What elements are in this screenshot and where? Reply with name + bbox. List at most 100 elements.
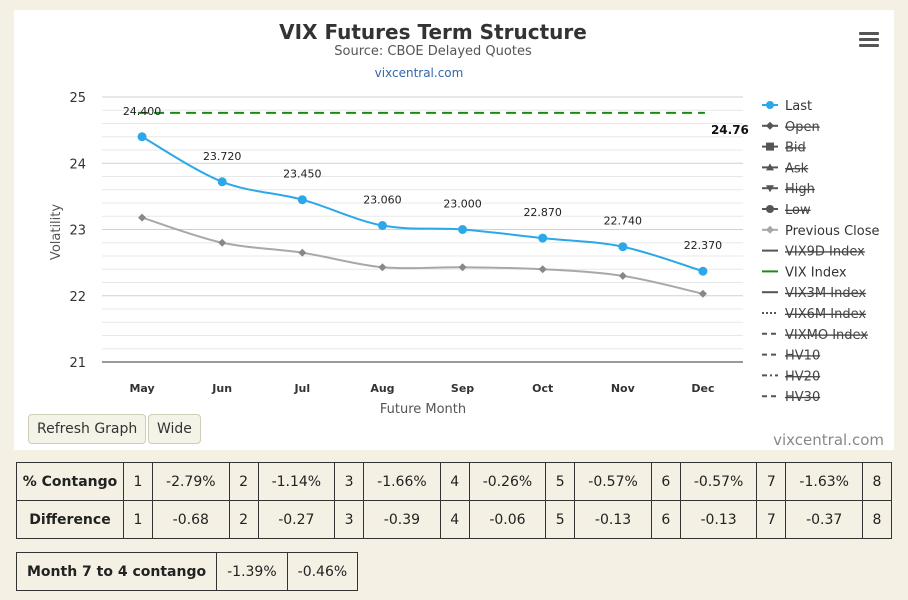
legend-item[interactable]: VIX Index — [762, 265, 847, 280]
legend-label: HV10 — [785, 349, 820, 364]
legend-item[interactable]: VIXMO Index — [762, 328, 868, 343]
month-number: 7 — [756, 500, 787, 539]
month-number: 8 — [862, 500, 892, 539]
legend-item[interactable]: VIX9D Index — [762, 245, 865, 260]
previous-close-point — [218, 238, 227, 247]
previous-close-point — [138, 213, 147, 222]
month-number: 1 — [123, 462, 153, 501]
wide-button[interactable]: Wide — [148, 414, 201, 444]
x-tick-label: Oct — [532, 382, 553, 395]
x-axis-title: Future Month — [380, 402, 466, 417]
vix-index-data-label: 24.76 — [711, 123, 749, 137]
month-number: 3 — [334, 500, 365, 539]
legend-marker — [766, 121, 774, 130]
difference-value: -0.13 — [679, 500, 758, 539]
last-point — [297, 195, 307, 205]
legend-label: Open — [785, 120, 820, 135]
legend-label: HV30 — [785, 390, 820, 405]
last-point — [698, 266, 708, 276]
y-axis-ticks: 21 22 23 24 25 — [69, 91, 86, 371]
month-number: 4 — [439, 500, 470, 539]
y-tick-label: 23 — [69, 224, 86, 239]
difference-value: -0.37 — [785, 500, 863, 539]
last-data-label: 22.740 — [604, 215, 643, 228]
row-header: Difference — [16, 500, 124, 539]
legend-label: VIX Index — [785, 265, 847, 280]
previous-close-point — [618, 271, 627, 280]
month-number: 6 — [650, 462, 681, 501]
x-axis-ticks: May Jun Jul Aug Sep Oct Nov Dec — [129, 382, 714, 395]
y-tick-label: 24 — [69, 157, 86, 172]
difference-value: -0.06 — [468, 500, 547, 539]
legend-label: Ask — [785, 161, 809, 176]
y-tick-label: 22 — [69, 290, 86, 305]
last-point — [217, 177, 227, 187]
contango-table: % Contango 1 -2.79% 2 -1.14% 3 -1.66% 4 … — [16, 462, 892, 539]
chart-subtitle: Source: CBOE Delayed Quotes — [334, 44, 532, 59]
legend-marker — [766, 185, 774, 193]
last-data-label: 23.000 — [443, 198, 482, 211]
legend-item[interactable]: Ask — [762, 161, 809, 176]
refresh-graph-button[interactable]: Refresh Graph — [28, 414, 147, 444]
source-link[interactable]: vixcentral.com — [375, 66, 464, 80]
summary-header: Month 7 to 4 contango — [15, 552, 218, 591]
x-tick-label: May — [129, 382, 154, 395]
difference-value: -0.27 — [257, 500, 336, 539]
summary-value: -0.46% — [286, 552, 359, 591]
last-point — [618, 242, 628, 252]
legend-item[interactable]: VIX6M Index — [762, 307, 866, 322]
legend-label: VIX6M Index — [785, 307, 866, 322]
last-point — [137, 132, 147, 142]
contango-value: -1.14% — [257, 462, 336, 501]
last-data-label: 23.720 — [203, 150, 242, 163]
legend-item[interactable]: Open — [762, 120, 820, 135]
legend-item[interactable]: HV10 — [762, 349, 820, 364]
last-point — [458, 225, 468, 234]
legend-marker — [766, 205, 774, 213]
difference-value: -0.68 — [152, 500, 230, 539]
x-tick-label: Dec — [691, 382, 714, 395]
month-number: 4 — [439, 462, 470, 501]
last-data-label: 22.870 — [523, 206, 562, 219]
legend-label: HV20 — [785, 369, 820, 384]
x-tick-label: Aug — [370, 382, 394, 395]
month-number: 2 — [228, 462, 259, 501]
hamburger-menu-icon[interactable] — [859, 32, 879, 50]
month-number: 2 — [228, 500, 259, 539]
legend-label: Low — [785, 203, 811, 218]
legend-item[interactable]: Bid — [762, 141, 806, 156]
previous-close-point — [698, 289, 707, 298]
contango-value: -1.63% — [785, 462, 863, 501]
legend-item[interactable]: Previous Close — [762, 224, 880, 239]
contango-value: -2.79% — [152, 462, 230, 501]
last-point — [377, 221, 387, 231]
legend-item[interactable]: HV30 — [762, 390, 820, 405]
legend-label: Last — [785, 99, 812, 114]
contango-value: -1.66% — [363, 462, 441, 501]
legend-item[interactable]: HV20 — [762, 369, 820, 384]
legend-label: High — [785, 182, 815, 197]
last-data-label: 23.060 — [363, 194, 402, 207]
legend-item[interactable]: High — [762, 182, 815, 197]
contango-value: -0.26% — [468, 462, 547, 501]
x-tick-label: Nov — [611, 382, 636, 395]
legend-item[interactable]: VIX3M Index — [762, 286, 866, 301]
month-number: 8 — [862, 462, 892, 501]
legend-marker — [766, 101, 774, 109]
x-tick-label: Sep — [451, 382, 474, 395]
y-tick-label: 25 — [69, 91, 86, 106]
legend-marker — [766, 163, 774, 171]
contango-row: % Contango 1 -2.79% 2 -1.14% 3 -1.66% 4 … — [16, 462, 892, 501]
legend-item[interactable]: Low — [762, 203, 811, 218]
x-tick-label: Jul — [293, 382, 310, 395]
last-data-label: 23.450 — [283, 168, 322, 181]
y-axis-title: Volatility — [49, 204, 64, 260]
legend-marker — [766, 142, 774, 151]
legend-item[interactable]: Last — [762, 99, 812, 114]
summary-row: Month 7 to 4 contango -1.39% -0.46% — [15, 552, 359, 591]
y-tick-label: 21 — [69, 356, 86, 371]
grid — [102, 96, 743, 363]
chart-credit[interactable]: vixcentral.com — [773, 431, 884, 449]
summary-table: Month 7 to 4 contango -1.39% -0.46% — [15, 552, 359, 591]
legend[interactable]: Last Open Bid Ask High Low Previous Close VIX9D… — [762, 99, 880, 405]
